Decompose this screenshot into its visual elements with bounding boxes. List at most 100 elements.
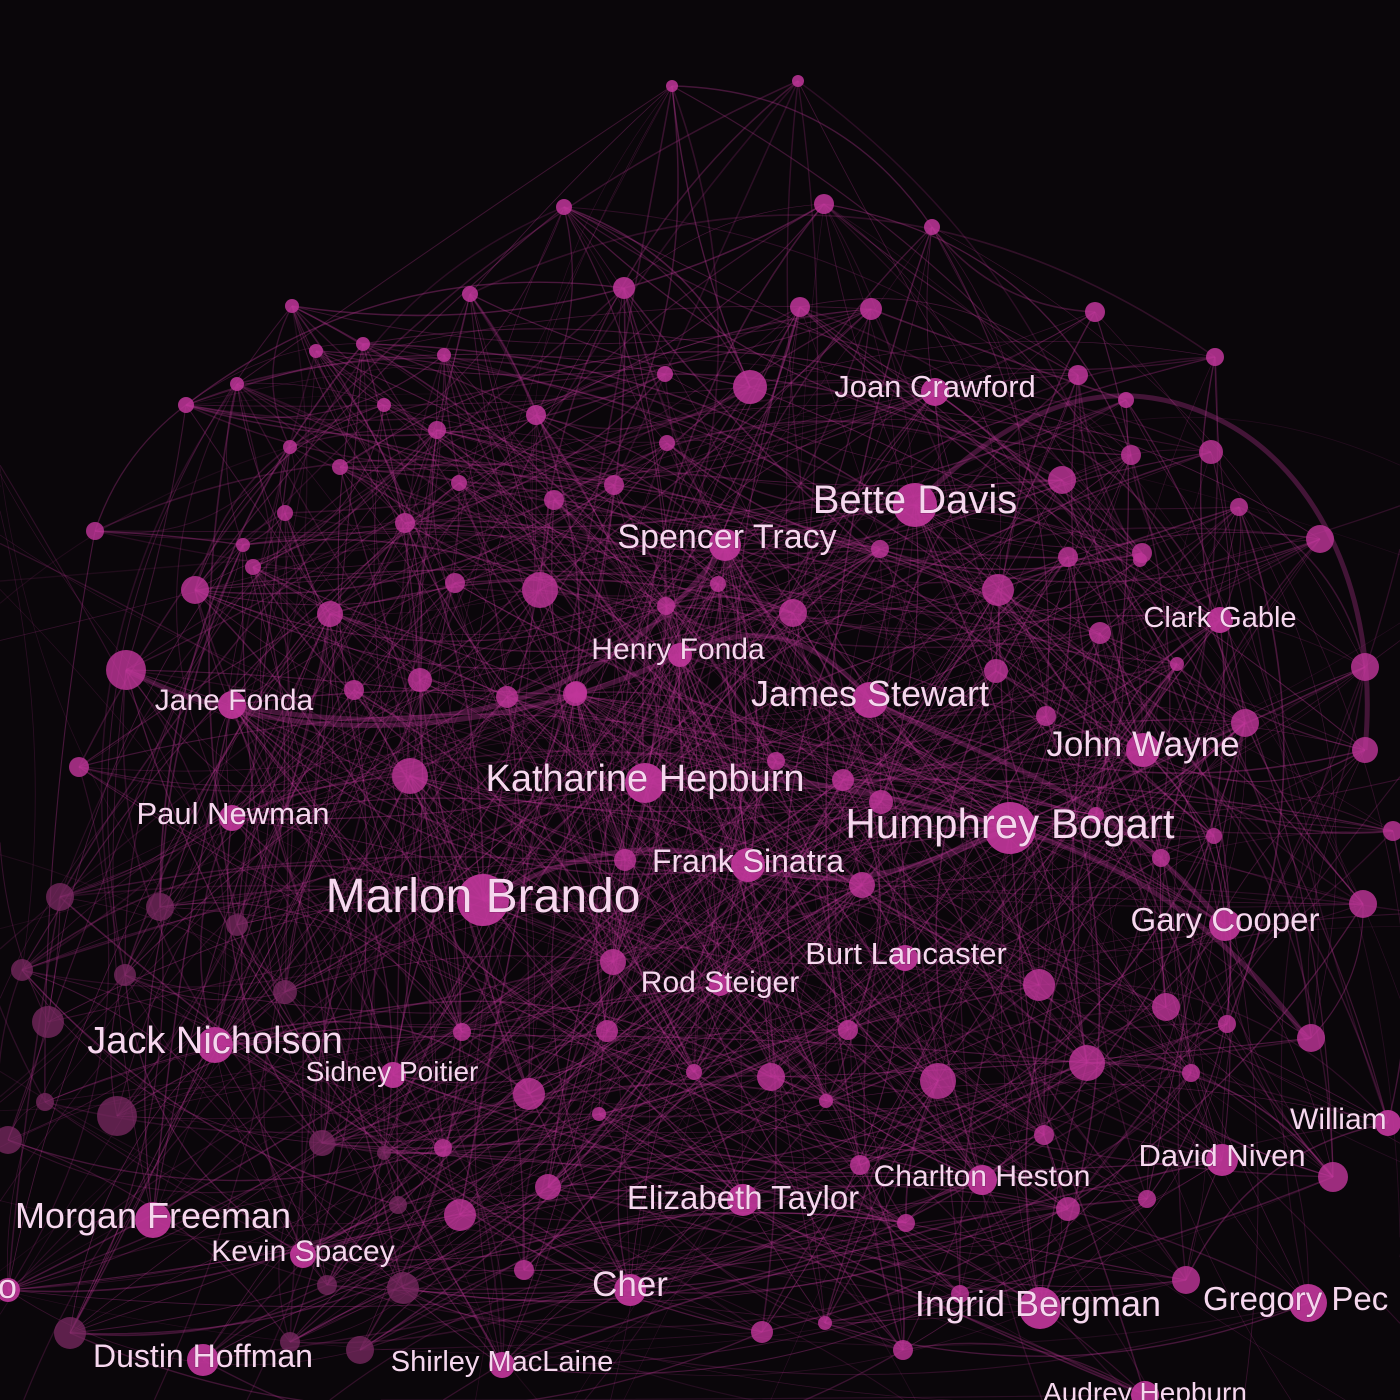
edge	[644, 782, 1223, 1161]
edge	[880, 479, 1063, 803]
edge	[937, 1022, 1228, 1082]
edge	[409, 749, 1144, 809]
edge	[506, 479, 1063, 698]
node-clark-gable[interactable]	[1207, 607, 1233, 633]
edge	[284, 991, 330, 1144]
edge	[1099, 632, 1231, 1161]
node-morgan-freeman[interactable]	[135, 1202, 171, 1238]
node-charlton-heston[interactable]	[967, 1165, 997, 1195]
node-henry-fonda[interactable]	[668, 643, 692, 667]
edge	[442, 801, 882, 1149]
edge	[231, 559, 1141, 820]
node-cher[interactable]	[614, 1274, 646, 1306]
edge	[904, 632, 1101, 959]
node-james-stewart[interactable]	[852, 682, 888, 718]
node-o-partial[interactable]	[0, 1278, 20, 1302]
edge	[185, 404, 331, 615]
edge	[749, 379, 1212, 453]
node-jack-nicholson[interactable]	[197, 1027, 233, 1063]
edge	[665, 505, 1400, 612]
edge	[598, 857, 1162, 1115]
node-william[interactable]	[1375, 1110, 1400, 1136]
edge	[1165, 830, 1394, 1008]
edge	[997, 589, 1334, 1178]
edge	[825, 830, 1394, 1102]
node-jane-fonda[interactable]	[218, 691, 246, 719]
node-joan-crawford[interactable]	[921, 378, 949, 406]
minor-node	[1068, 365, 1088, 385]
node-paul-newman[interactable]	[219, 805, 245, 831]
node-audrey-hepburn[interactable]	[1131, 1381, 1159, 1400]
edge	[719, 663, 1178, 986]
edge	[501, 1159, 1223, 1366]
node-john-wayne[interactable]	[1126, 733, 1160, 767]
node-shirley-maclaine[interactable]	[489, 1352, 515, 1378]
edge	[383, 1023, 1228, 1154]
edge	[553, 381, 936, 501]
edge	[606, 479, 1063, 1032]
node-bette-davis[interactable]	[893, 483, 937, 527]
edge	[1153, 857, 1309, 1304]
edge	[612, 654, 698, 963]
edge	[152, 399, 1127, 1221]
node-burt-lancaster[interactable]	[892, 945, 918, 971]
edge	[598, 1113, 1146, 1396]
edge	[231, 704, 907, 1224]
edge	[392, 1072, 1192, 1112]
edge	[869, 699, 1088, 1064]
edge	[0, 305, 308, 1098]
edge	[116, 354, 445, 1117]
edge	[623, 203, 825, 289]
edge	[606, 1030, 827, 1102]
edge	[231, 704, 411, 777]
node-ingrid-bergman[interactable]	[1019, 1287, 1061, 1329]
node-rod-steiger[interactable]	[709, 974, 731, 996]
edge	[409, 715, 1047, 813]
edge	[724, 544, 1162, 859]
edge	[934, 391, 1162, 859]
edge	[678, 654, 961, 1295]
edge	[612, 827, 1011, 963]
edge	[482, 801, 882, 901]
edge	[1061, 479, 1124, 816]
edge	[797, 80, 1144, 751]
node-elizabeth-taylor[interactable]	[727, 1184, 759, 1216]
edge	[775, 760, 849, 1031]
edge	[644, 615, 1221, 784]
edge	[459, 484, 615, 1216]
edge	[842, 552, 1143, 781]
minor-node	[871, 540, 889, 558]
edge	[724, 356, 1216, 546]
edge	[302, 1080, 939, 1261]
node-humphrey-bogart[interactable]	[984, 802, 1036, 854]
minor-node	[982, 574, 1014, 606]
edge	[0, 464, 404, 1289]
node-dustin-hoffman[interactable]	[187, 1344, 219, 1376]
node-marlon-brando[interactable]	[457, 874, 509, 926]
edge	[194, 404, 385, 591]
edge	[482, 899, 721, 986]
label-henry-fonda: Henry Fonda	[591, 633, 765, 666]
node-gregory-peck[interactable]	[1289, 1284, 1327, 1322]
node-spencer-tracy[interactable]	[709, 529, 741, 561]
edge	[0, 473, 721, 986]
edge	[1024, 722, 1246, 1309]
edge	[563, 206, 1132, 456]
node-frank-sinatra[interactable]	[731, 848, 765, 882]
edge	[409, 775, 1215, 882]
node-katharine-hepburn[interactable]	[625, 763, 665, 803]
node-gary-cooper[interactable]	[1209, 909, 1241, 941]
edge	[78, 499, 555, 768]
edge	[574, 693, 1192, 1074]
edge	[289, 884, 863, 1343]
edge	[598, 1023, 1228, 1160]
edge	[724, 544, 1228, 1025]
edge	[443, 354, 576, 695]
node-david-niven[interactable]	[1206, 1144, 1238, 1176]
edge	[313, 696, 508, 1286]
minor-node	[451, 475, 467, 491]
node-sidney-poitier[interactable]	[380, 1062, 406, 1088]
edge	[284, 679, 421, 993]
node-kevin-spacey[interactable]	[290, 1242, 316, 1268]
minor-node	[544, 490, 564, 510]
